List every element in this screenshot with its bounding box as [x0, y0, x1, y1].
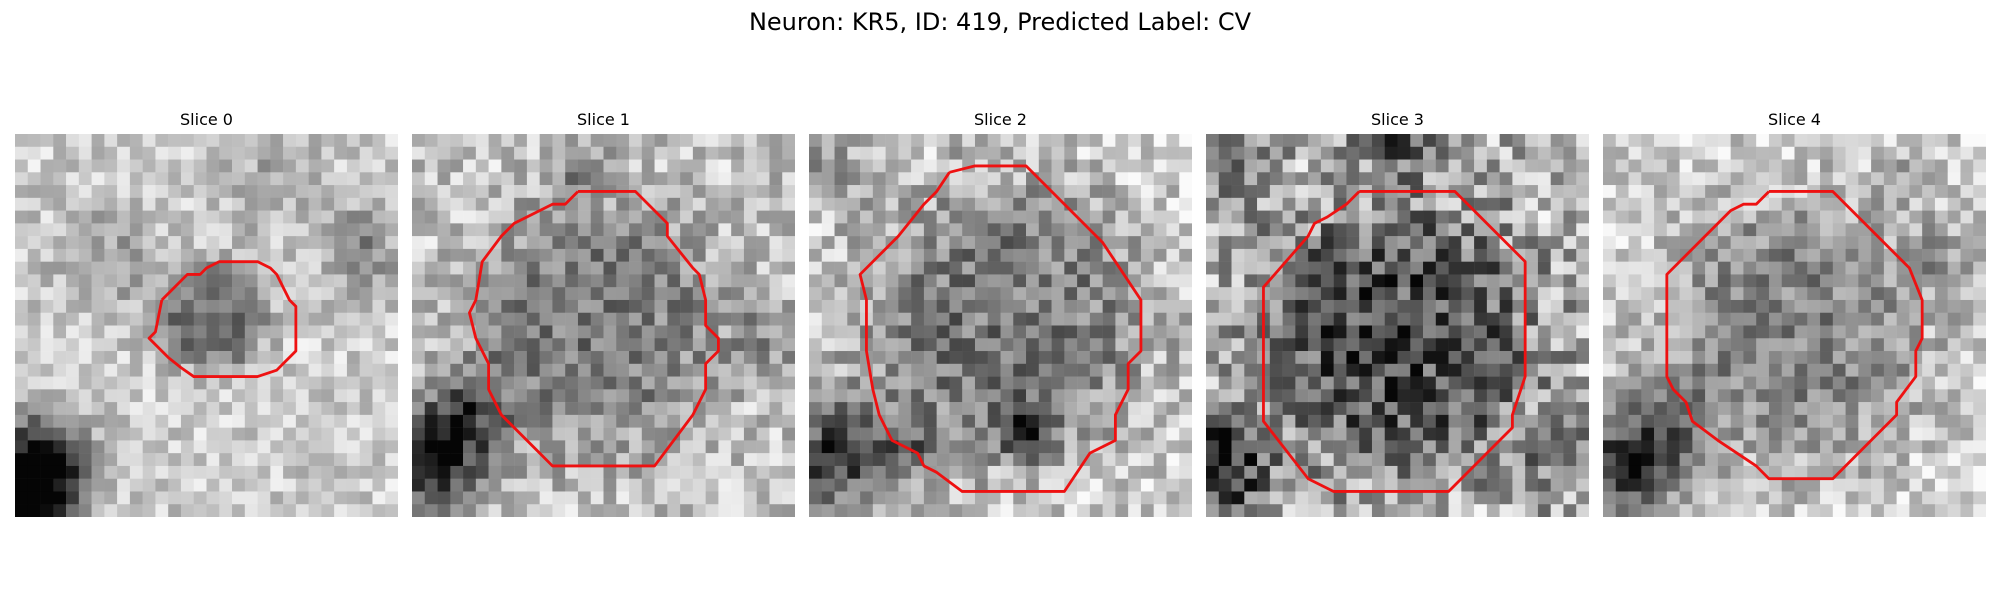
slice-image — [1206, 134, 1589, 517]
slice-image — [809, 134, 1192, 517]
panel-title: Slice 1 — [577, 110, 630, 129]
panel-title: Slice 4 — [1768, 110, 1821, 129]
panel-title: Slice 3 — [1371, 110, 1424, 129]
panel-title: Slice 2 — [974, 110, 1027, 129]
contour-outline — [858, 164, 1143, 493]
slice-image — [412, 134, 795, 517]
contour-outline — [1665, 190, 1924, 481]
panel-slice-0: Slice 0 — [15, 110, 398, 517]
panel-title: Slice 0 — [180, 110, 233, 129]
contour-outline — [147, 260, 298, 378]
panel-slice-1: Slice 1 — [412, 110, 795, 517]
panel-slice-3: Slice 3 — [1206, 110, 1589, 517]
figure-title: Neuron: KR5, ID: 419, Predicted Label: C… — [748, 8, 1252, 36]
slice-image — [15, 134, 398, 517]
panel-slice-2: Slice 2 — [809, 110, 1192, 517]
contour-outline — [468, 190, 720, 468]
contour-outline — [1262, 190, 1527, 493]
panel-slice-4: Slice 4 — [1603, 110, 1986, 517]
slice-image — [1603, 134, 1986, 517]
